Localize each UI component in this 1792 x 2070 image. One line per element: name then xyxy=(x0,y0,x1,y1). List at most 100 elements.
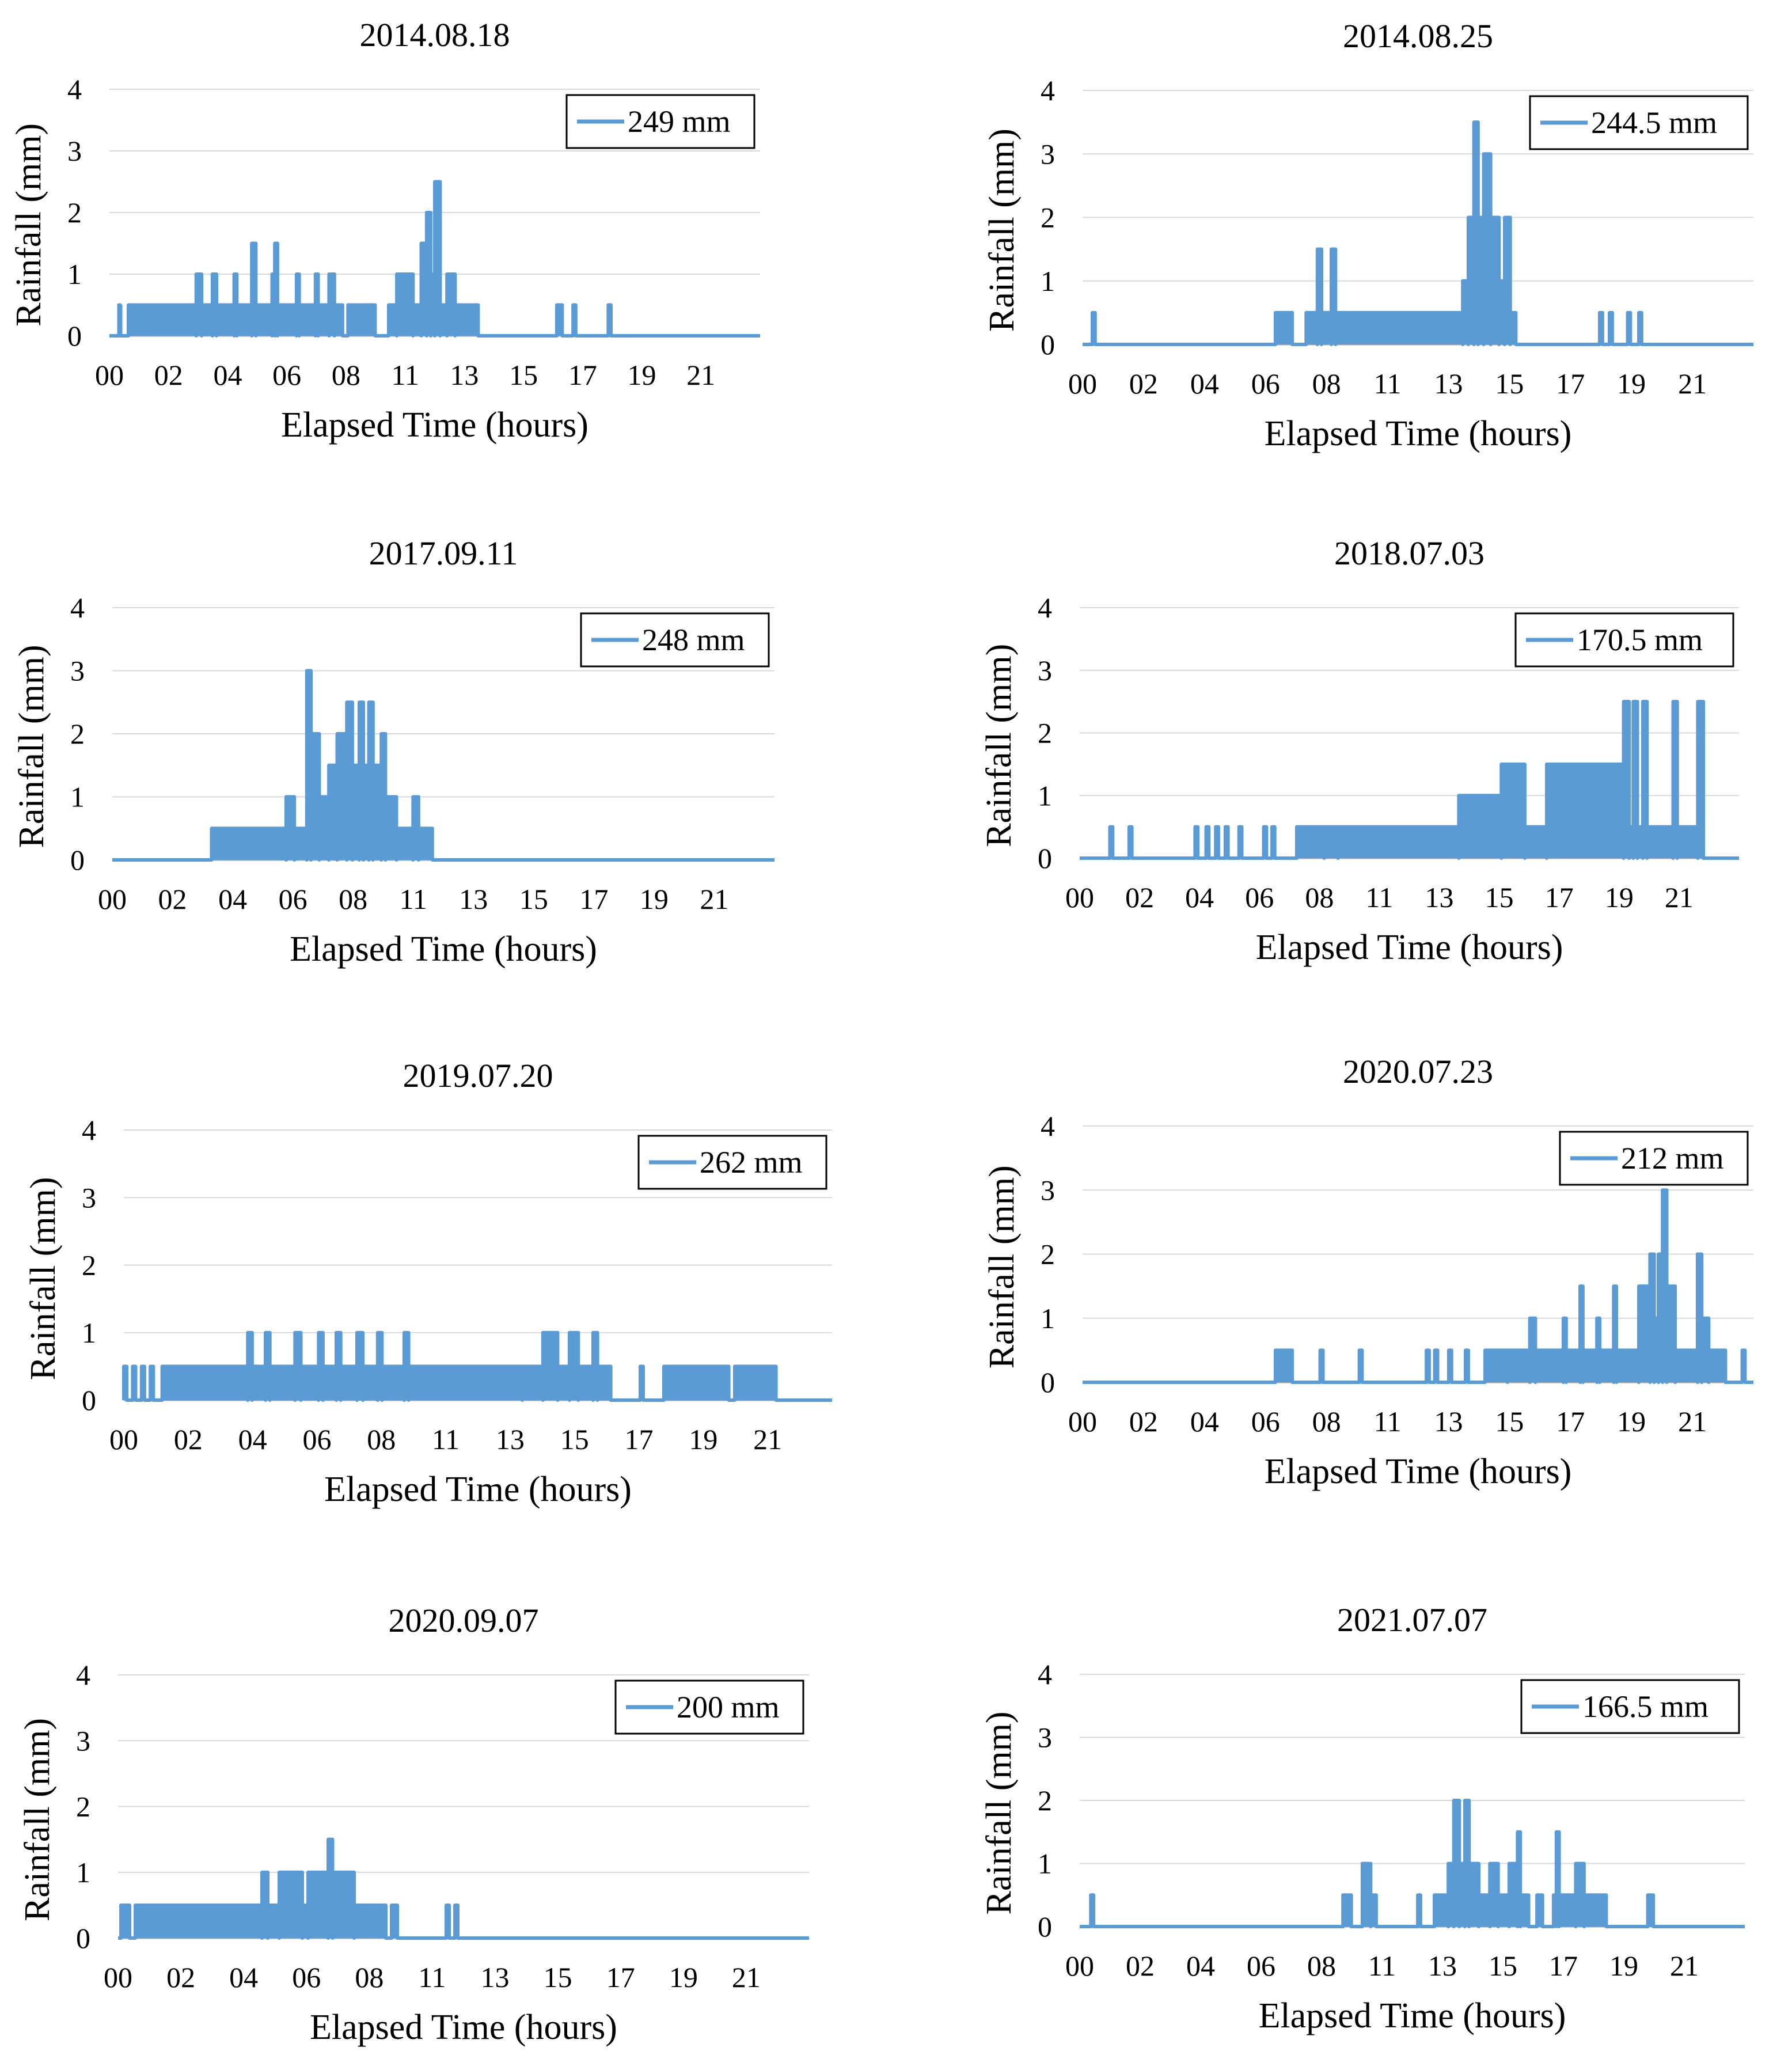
x-tick-label: 08 xyxy=(367,1423,396,1455)
rainfall-burst xyxy=(1547,764,1624,858)
rainfall-burst xyxy=(277,305,297,336)
y-tick-label: 1 xyxy=(76,1856,90,1889)
chart-panel-2019.07.20: 2019.07.20 0 1 2 3 4 00 02 04 06 08 11 13 15 17 19 21 Ela… xyxy=(24,1057,832,1509)
y-axis-label: Rainfall (mm) xyxy=(979,1711,1019,1914)
rainfall-burst xyxy=(1466,1350,1469,1382)
x-tick-label: 06 xyxy=(1251,1405,1280,1438)
rainfall-burst xyxy=(328,1839,333,1938)
rainfall-burst xyxy=(446,1905,450,1938)
rainfall-burst xyxy=(1448,1863,1454,1927)
rainfall-burst xyxy=(413,797,419,860)
chart-title: 2017.09.11 xyxy=(369,534,518,572)
rainfall-burst xyxy=(1600,1350,1614,1382)
rainfall-burst xyxy=(404,1332,409,1401)
x-tick-label: 13 xyxy=(1425,881,1454,913)
x-axis-label: Elapsed Time (hours) xyxy=(281,405,589,445)
y-axis-label: Rainfall (mm) xyxy=(979,644,1019,847)
rainfall-burst xyxy=(315,274,319,336)
chart-title: 2021.07.07 xyxy=(1337,1601,1487,1639)
rainfall-burst xyxy=(557,1366,570,1400)
rainfall-burst xyxy=(1575,1863,1584,1927)
chart-panel-2018.07.03: 2018.07.03 0 1 2 3 4 00 02 04 06 08 11 13 15 17 19 21 Ela… xyxy=(979,534,1739,967)
legend-label: 212 mm xyxy=(1621,1141,1724,1176)
rainfall-burst xyxy=(262,1872,268,1939)
rainfall-burst xyxy=(268,1905,279,1938)
rainfall-burst xyxy=(1463,280,1468,345)
rainfall-burst xyxy=(211,828,286,860)
y-tick-label: 0 xyxy=(70,844,85,876)
rainfall-burst xyxy=(306,670,311,860)
rainfall-burst xyxy=(1206,827,1210,858)
x-tick-label: 21 xyxy=(1678,1405,1707,1438)
rainfall-burst xyxy=(1658,1254,1663,1382)
x-tick-label: 19 xyxy=(1617,367,1646,400)
x-tick-label: 00 xyxy=(1068,1405,1097,1438)
y-tick-label: 2 xyxy=(1038,717,1052,749)
x-tick-label: 21 xyxy=(1670,1950,1699,1982)
rainfall-burst xyxy=(1490,217,1499,344)
rainfall-burst xyxy=(1453,1800,1460,1927)
chart-panel-2020.09.07: 2020.09.07 0 1 2 3 4 00 02 04 06 08 11 13 15 17 19 21 Ela… xyxy=(18,1602,809,2047)
rainfall-burst xyxy=(377,1332,382,1401)
rainfall-burst xyxy=(369,702,373,860)
x-tick-label: 02 xyxy=(166,1961,195,1993)
rainfall-burst xyxy=(279,1872,302,1939)
x-tick-label: 04 xyxy=(1190,1405,1219,1438)
rainfall-burst xyxy=(1529,1318,1536,1383)
x-axis-label: Elapsed Time (hours) xyxy=(324,1470,632,1509)
rainfall-burst xyxy=(1509,1863,1518,1927)
x-tick-label: 06 xyxy=(272,359,301,391)
y-axis-label: Rainfall (mm) xyxy=(12,644,51,848)
y-tick-label: 3 xyxy=(1041,138,1055,170)
y-tick-label: 3 xyxy=(1038,1722,1052,1754)
x-tick-label: 08 xyxy=(339,883,367,915)
rainfall-burst xyxy=(272,274,276,336)
rainfall-burst xyxy=(1597,1318,1601,1383)
x-tick-label: 00 xyxy=(109,1423,138,1455)
y-tick-label: 2 xyxy=(1041,202,1055,234)
chart-panel-2014.08.25: 2014.08.25 0 1 2 3 4 00 02 04 06 08 11 13 15 17 19 21 Ela… xyxy=(982,17,1753,453)
rainfall-burst xyxy=(1537,1895,1543,1927)
rainfall-burst xyxy=(385,797,397,860)
rainfall-burst xyxy=(593,1332,598,1401)
rainfall-burst xyxy=(265,1332,270,1401)
y-tick-label: 0 xyxy=(1041,1366,1055,1398)
x-tick-label: 19 xyxy=(640,883,669,915)
x-tick-label: 13 xyxy=(1434,1405,1463,1438)
x-tick-label: 06 xyxy=(302,1423,331,1455)
rainfall-burst xyxy=(1662,1190,1667,1383)
rainfall-burst xyxy=(348,305,375,336)
rainfall-burst xyxy=(1698,702,1703,858)
legend-label: 249 mm xyxy=(628,104,731,139)
rainfall-burst xyxy=(1434,1350,1438,1382)
rainfall-burst xyxy=(556,305,563,336)
rainfall-burst xyxy=(1600,312,1603,344)
rainfall-burst xyxy=(301,1366,319,1400)
rainfall-burst xyxy=(1709,1350,1726,1382)
rainfall-burst xyxy=(381,734,386,860)
rainfall-burst xyxy=(275,243,279,336)
chart-panel-2021.07.07: 2021.07.07 0 1 2 3 4 00 02 04 06 08 11 13 15 17 19 21 Ela… xyxy=(979,1601,1745,2035)
rainfall-burst xyxy=(1582,1350,1597,1382)
x-tick-label: 04 xyxy=(238,1423,267,1455)
x-tick-label: 19 xyxy=(1609,1950,1638,1982)
chart-title: 2014.08.18 xyxy=(360,16,510,54)
rainfall-burst xyxy=(336,1332,341,1401)
x-tick-label: 13 xyxy=(1428,1950,1457,1982)
x-tick-label: 11 xyxy=(1365,881,1393,913)
rainfall-burst xyxy=(1275,1350,1292,1382)
rainfall-burst xyxy=(248,1332,252,1401)
x-tick-label: 11 xyxy=(1373,367,1401,400)
y-tick-label: 4 xyxy=(67,73,82,105)
x-tick-label: 13 xyxy=(1434,367,1463,400)
rainfall-burst xyxy=(1639,1286,1650,1382)
rainfall-burst xyxy=(1479,1895,1490,1927)
x-tick-label: 04 xyxy=(1185,881,1214,913)
x-tick-label: 13 xyxy=(450,359,479,391)
y-axis-label: Rainfall (mm) xyxy=(982,128,1022,332)
y-axis-label: Rainfall (mm) xyxy=(24,1177,63,1380)
rainfall-burst xyxy=(1566,1350,1581,1382)
x-tick-label: 08 xyxy=(1307,1950,1336,1982)
rainfall-burst xyxy=(1474,122,1478,344)
rainfall-burst xyxy=(430,274,435,336)
